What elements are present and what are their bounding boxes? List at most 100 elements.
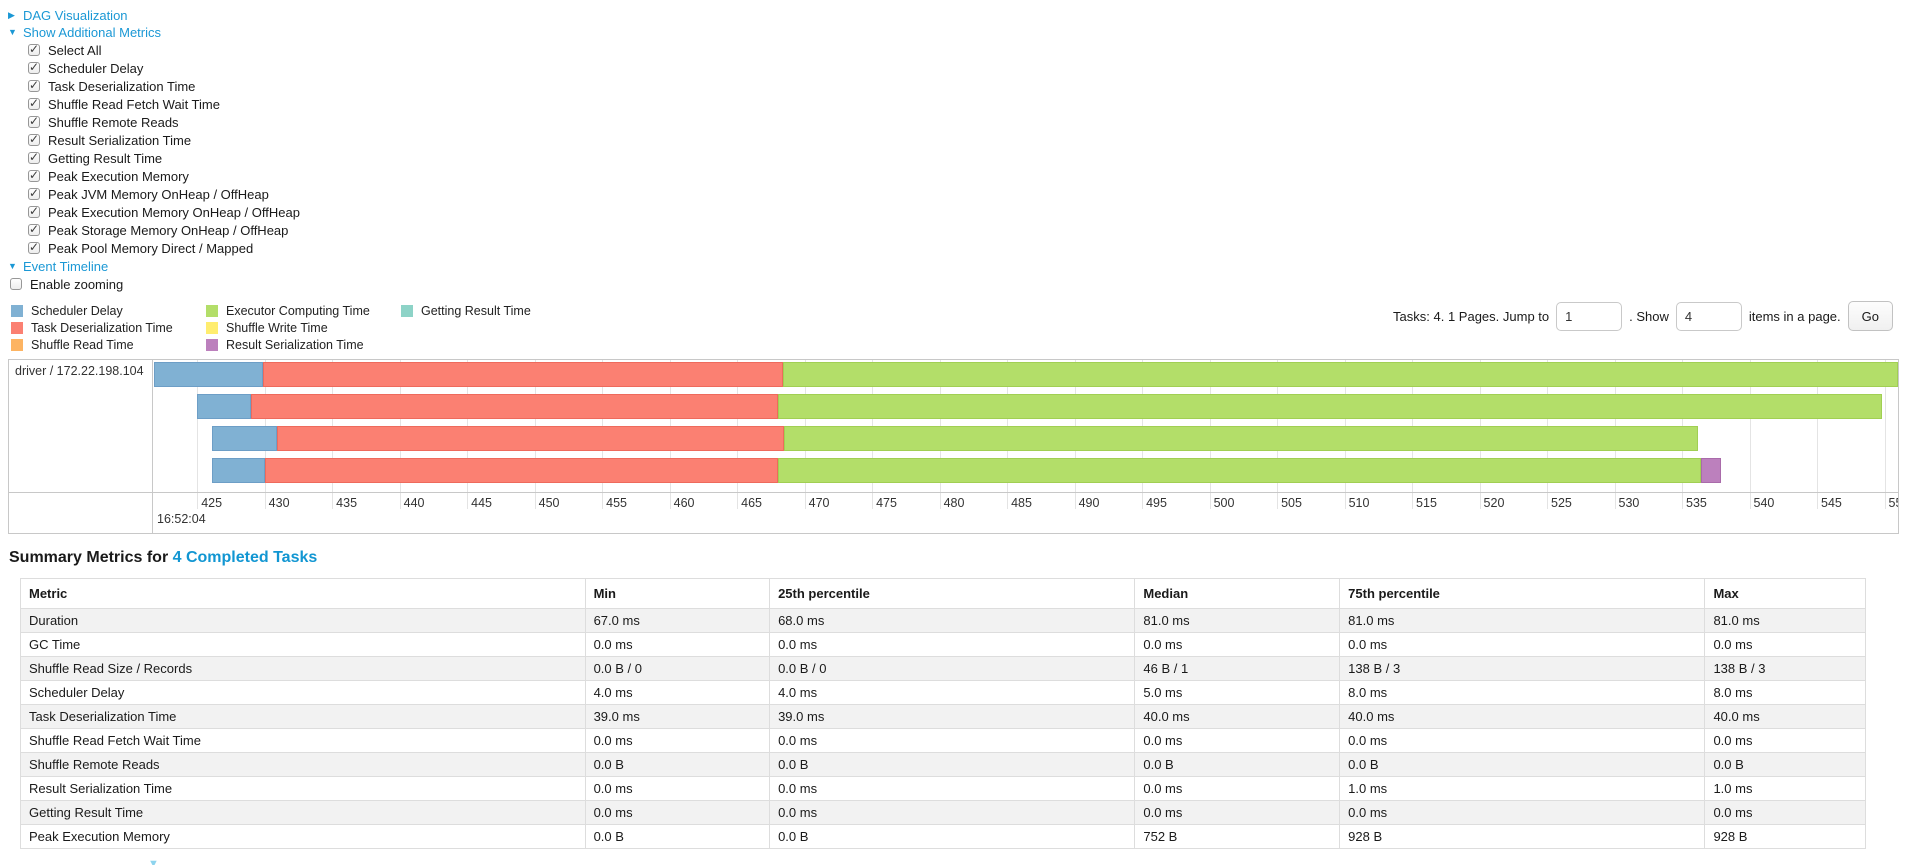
axis-tick-label: 525 xyxy=(1551,496,1572,510)
metric-checkbox-peak-storage-memory-onheap-offheap[interactable]: Peak Storage Memory OnHeap / OffHeap xyxy=(28,221,1899,239)
metric-value-cell: 81.0 ms xyxy=(1134,608,1341,633)
metric-name-cell: Shuffle Read Size / Records xyxy=(20,656,586,681)
chevron-right-icon: ▶ xyxy=(8,9,15,20)
axis-tick-label: 500 xyxy=(1213,496,1235,510)
task-segment-task-deserialization[interactable] xyxy=(264,458,778,483)
legend-swatch-icon xyxy=(11,338,23,351)
task-segment-task-deserialization[interactable] xyxy=(251,394,778,419)
dag-visualization-toggle[interactable]: ▶ DAG Visualization xyxy=(8,7,1899,23)
timeline-plot-area[interactable] xyxy=(154,360,1898,492)
task-segment-scheduler-delay[interactable] xyxy=(197,394,252,419)
checked-checkbox-icon xyxy=(28,150,40,164)
legend-swatch-icon xyxy=(11,304,23,317)
column-header-max: Max xyxy=(1704,578,1866,609)
task-segment-executor-computing[interactable] xyxy=(783,362,1898,387)
legend-swatch-icon xyxy=(11,321,23,334)
gridline xyxy=(197,360,199,492)
gridline xyxy=(1817,360,1818,492)
metric-checkbox-select-all[interactable]: Select All xyxy=(28,41,1899,59)
metric-checkbox-shuffle-remote-reads[interactable]: Shuffle Remote Reads xyxy=(28,113,1899,131)
task-segment-task-deserialization[interactable] xyxy=(276,426,785,451)
task-segment-scheduler-delay[interactable] xyxy=(154,362,264,387)
metric-value-cell: 0.0 B / 0 xyxy=(769,656,1136,681)
enable-zooming-checkbox[interactable]: Enable zooming xyxy=(10,275,1899,293)
axis-tick-label: 495 xyxy=(1146,496,1167,510)
legend-item-shuffle-write-time: Shuffle Write Time xyxy=(206,320,387,335)
items-per-page-label: items in a page. xyxy=(1748,308,1841,324)
metric-value-cell: 138 B / 3 xyxy=(1339,656,1706,681)
metric-name-cell: Shuffle Read Fetch Wait Time xyxy=(20,728,586,753)
axis-tick-label: 530 xyxy=(1618,496,1640,510)
metric-checkbox-shuffle-read-fetch-wait-time[interactable]: Shuffle Read Fetch Wait Time xyxy=(28,95,1899,113)
axis-tick xyxy=(1277,493,1279,509)
task-bar-row xyxy=(154,362,1898,387)
metric-value-cell: 68.0 ms xyxy=(769,608,1136,633)
table-row-shuffle-read-fetch-wait-time: Shuffle Read Fetch Wait Time 0.0 ms 0.0 ms… xyxy=(20,728,1866,753)
event-timeline-chart[interactable]: driver / 172.22.198.104 16:52:04 425 430 4… xyxy=(8,359,1899,534)
gridline xyxy=(1884,360,1886,492)
metric-value-cell: 40.0 ms xyxy=(1134,704,1341,729)
axis-tick-label: 515 xyxy=(1416,496,1437,510)
axis-tick-label: 485 xyxy=(1011,496,1032,510)
executor-group-label: driver / 172.22.198.104 xyxy=(9,360,153,533)
checked-checkbox-icon xyxy=(28,42,40,56)
axis-tick-label: 480 xyxy=(943,496,965,510)
axis-tick-label: 545 xyxy=(1821,496,1842,510)
event-timeline-label: Event Timeline xyxy=(23,258,109,274)
show-additional-metrics-toggle[interactable]: ▼ Show Additional Metrics xyxy=(8,24,1899,40)
metric-checkbox-peak-execution-memory-onheap-offheap[interactable]: Peak Execution Memory OnHeap / OffHeap xyxy=(28,203,1899,221)
metric-value-cell: 0.0 B / 0 xyxy=(584,656,771,681)
task-segment-executor-computing[interactable] xyxy=(777,394,1882,419)
metric-name-cell: Peak Execution Memory xyxy=(20,824,586,849)
legend-column: Scheduler Delay Task Deserialization Time… xyxy=(11,303,192,352)
metric-value-cell: 0.0 ms xyxy=(584,776,771,801)
pagination-controls: Tasks: 4. 1 Pages. Jump to . Show items … xyxy=(1393,301,1893,331)
metric-checkbox-getting-result-time[interactable]: Getting Result Time xyxy=(28,149,1899,167)
metric-checkbox-peak-execution-memory[interactable]: Peak Execution Memory xyxy=(28,167,1899,185)
legend-label: Shuffle Read Time xyxy=(31,337,134,352)
axis-tick xyxy=(264,493,266,509)
legend-swatch-icon xyxy=(206,321,218,334)
metric-checkbox-peak-jvm-memory-onheap-offheap[interactable]: Peak JVM Memory OnHeap / OffHeap xyxy=(28,185,1899,203)
table-row-gc-time: GC Time 0.0 ms 0.0 ms 0.0 ms 0.0 ms 0.0 ms xyxy=(20,632,1866,657)
metric-value-cell: 0.0 ms xyxy=(1339,632,1706,657)
metric-value-cell: 0.0 B xyxy=(769,824,1136,849)
event-timeline-toggle[interactable]: ▼ Event Timeline xyxy=(8,258,1899,274)
metric-value-cell: 5.0 ms xyxy=(1134,680,1341,705)
legend-item-scheduler-delay: Scheduler Delay xyxy=(11,303,192,318)
task-segment-executor-computing[interactable] xyxy=(777,458,1701,483)
table-row-scheduler-delay: Scheduler Delay 4.0 ms 4.0 ms 5.0 ms 8.0 ms 8… xyxy=(20,680,1866,705)
metric-checkbox-peak-pool-memory-direct-mapped[interactable]: Peak Pool Memory Direct / Mapped xyxy=(28,239,1899,257)
metric-name-cell: Getting Result Time xyxy=(20,800,586,825)
metric-value-cell: 8.0 ms xyxy=(1339,680,1706,705)
items-per-page-input[interactable] xyxy=(1675,301,1742,331)
task-segment-task-deserialization[interactable] xyxy=(263,362,784,387)
axis-tick-label: 475 xyxy=(876,496,897,510)
go-button[interactable]: Go xyxy=(1847,301,1893,331)
metric-checkbox-scheduler-delay[interactable]: Scheduler Delay xyxy=(28,59,1899,77)
task-segment-scheduler-delay[interactable] xyxy=(212,458,265,483)
legend-pagination-row: Scheduler Delay Task Deserialization Time… xyxy=(8,293,1899,358)
jump-to-page-input[interactable] xyxy=(1556,301,1623,331)
completed-tasks-link[interactable]: 4 Completed Tasks xyxy=(172,549,318,566)
timeline-legend: Scheduler Delay Task Deserialization Time… xyxy=(11,303,531,352)
task-segment-scheduler-delay[interactable] xyxy=(212,426,277,451)
column-header-median: Median xyxy=(1134,578,1341,609)
axis-tick-label: 505 xyxy=(1281,496,1302,510)
axis-tick xyxy=(197,493,199,509)
metric-checkbox-label: Peak Storage Memory OnHeap / OffHeap xyxy=(48,222,289,238)
axis-tick-label: 435 xyxy=(336,496,358,510)
task-segment-executor-computing[interactable] xyxy=(784,426,1699,451)
metric-value-cell: 0.0 ms xyxy=(1134,800,1341,825)
metric-value-cell: 81.0 ms xyxy=(1704,608,1866,633)
legend-column: Getting Result Time xyxy=(401,303,531,352)
metric-checkbox-result-serialization-time[interactable]: Result Serialization Time xyxy=(28,131,1899,149)
metric-checkbox-label: Select All xyxy=(48,42,102,58)
task-segment-result-serialization[interactable] xyxy=(1700,458,1722,483)
metric-value-cell: 0.0 ms xyxy=(769,632,1136,657)
metric-checkbox-task-deserialization-time[interactable]: Task Deserialization Time xyxy=(28,77,1899,95)
chevron-down-icon: ▼ xyxy=(8,260,17,271)
metric-name-cell: Scheduler Delay xyxy=(20,680,586,705)
column-header-75th-percentile: 75th percentile xyxy=(1339,578,1706,609)
summary-metrics-heading: Summary Metrics for 4 Completed Tasks xyxy=(9,549,1899,567)
